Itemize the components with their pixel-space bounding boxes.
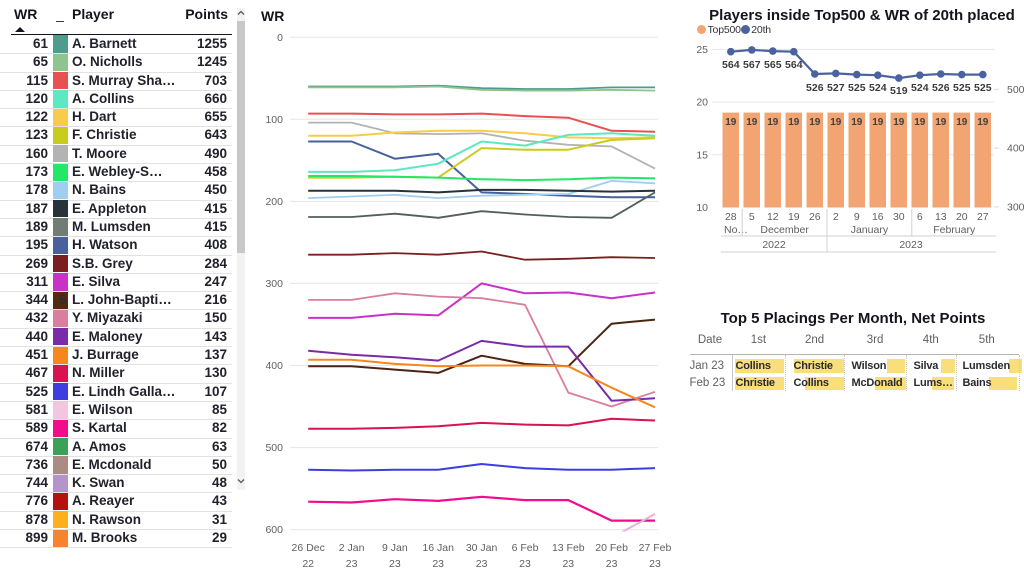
svg-text:519: 519 [890, 85, 908, 97]
svg-text:400: 400 [1007, 143, 1024, 155]
svg-text:23: 23 [476, 558, 488, 570]
svg-text:2023: 2023 [899, 239, 923, 251]
svg-text:23: 23 [649, 558, 661, 570]
svg-text:6: 6 [917, 211, 923, 223]
svg-text:30: 30 [893, 211, 905, 223]
svg-text:23: 23 [432, 558, 444, 570]
svg-text:600: 600 [265, 524, 283, 536]
svg-text:564: 564 [785, 59, 803, 71]
svg-text:16: 16 [872, 211, 884, 223]
svg-text:27 Feb: 27 Feb [639, 542, 672, 554]
svg-text:300: 300 [1007, 201, 1024, 213]
svg-text:20: 20 [956, 211, 968, 223]
svg-text:10: 10 [696, 202, 708, 214]
svg-text:30 Jan: 30 Jan [466, 542, 498, 554]
svg-text:500: 500 [1007, 84, 1024, 96]
svg-text:23: 23 [346, 558, 358, 570]
svg-text:19: 19 [767, 117, 779, 128]
svg-text:6 Feb: 6 Feb [512, 542, 539, 554]
svg-text:2: 2 [833, 211, 839, 223]
svg-text:500: 500 [265, 442, 283, 454]
svg-text:9 Jan: 9 Jan [382, 542, 408, 554]
svg-text:23: 23 [562, 558, 574, 570]
svg-text:19: 19 [788, 117, 800, 128]
svg-text:527: 527 [827, 82, 845, 94]
svg-text:12: 12 [767, 211, 779, 223]
svg-text:23: 23 [389, 558, 401, 570]
svg-text:15: 15 [696, 149, 708, 161]
svg-text:19: 19 [935, 117, 947, 128]
svg-text:300: 300 [265, 278, 283, 290]
svg-text:19: 19 [872, 117, 884, 128]
svg-text:16 Jan: 16 Jan [422, 542, 454, 554]
svg-text:December: December [760, 224, 809, 236]
svg-text:200: 200 [265, 196, 283, 208]
svg-text:525: 525 [974, 82, 992, 94]
svg-text:19: 19 [977, 117, 989, 128]
svg-text:28: 28 [725, 211, 737, 223]
svg-text:January: January [851, 224, 889, 236]
svg-text:13: 13 [935, 211, 947, 223]
svg-text:2022: 2022 [762, 239, 786, 251]
svg-text:19: 19 [809, 117, 821, 128]
svg-text:19: 19 [830, 117, 842, 128]
svg-text:564: 564 [722, 59, 740, 71]
svg-text:524: 524 [869, 82, 887, 94]
svg-text:525: 525 [953, 82, 971, 94]
svg-text:565: 565 [764, 59, 782, 71]
svg-text:No…: No… [724, 224, 748, 236]
svg-text:567: 567 [743, 59, 761, 71]
svg-text:9: 9 [854, 211, 860, 223]
svg-text:13 Feb: 13 Feb [552, 542, 585, 554]
svg-text:19: 19 [914, 117, 926, 128]
svg-text:2 Jan: 2 Jan [339, 542, 365, 554]
svg-text:22: 22 [302, 558, 314, 570]
svg-text:WR: WR [261, 8, 284, 24]
svg-text:20: 20 [696, 97, 708, 109]
svg-text:5: 5 [749, 211, 755, 223]
svg-text:526: 526 [806, 82, 824, 94]
svg-text:524: 524 [911, 82, 929, 94]
svg-text:20 Feb: 20 Feb [595, 542, 628, 554]
svg-text:25: 25 [696, 44, 708, 56]
svg-text:400: 400 [265, 360, 283, 372]
svg-text:525: 525 [848, 82, 866, 94]
svg-text:19: 19 [788, 211, 800, 223]
svg-text:0: 0 [277, 32, 283, 44]
svg-text:19: 19 [893, 117, 905, 128]
svg-text:19: 19 [851, 117, 863, 128]
svg-text:February: February [933, 224, 976, 236]
svg-text:100: 100 [265, 114, 283, 126]
svg-text:26 Dec: 26 Dec [292, 542, 325, 554]
svg-text:27: 27 [977, 211, 989, 223]
svg-text:19: 19 [746, 117, 758, 128]
svg-text:19: 19 [725, 117, 737, 128]
svg-text:19: 19 [956, 117, 968, 128]
svg-text:526: 526 [932, 82, 950, 94]
svg-text:23: 23 [519, 558, 531, 570]
svg-text:26: 26 [809, 211, 821, 223]
svg-text:23: 23 [606, 558, 618, 570]
